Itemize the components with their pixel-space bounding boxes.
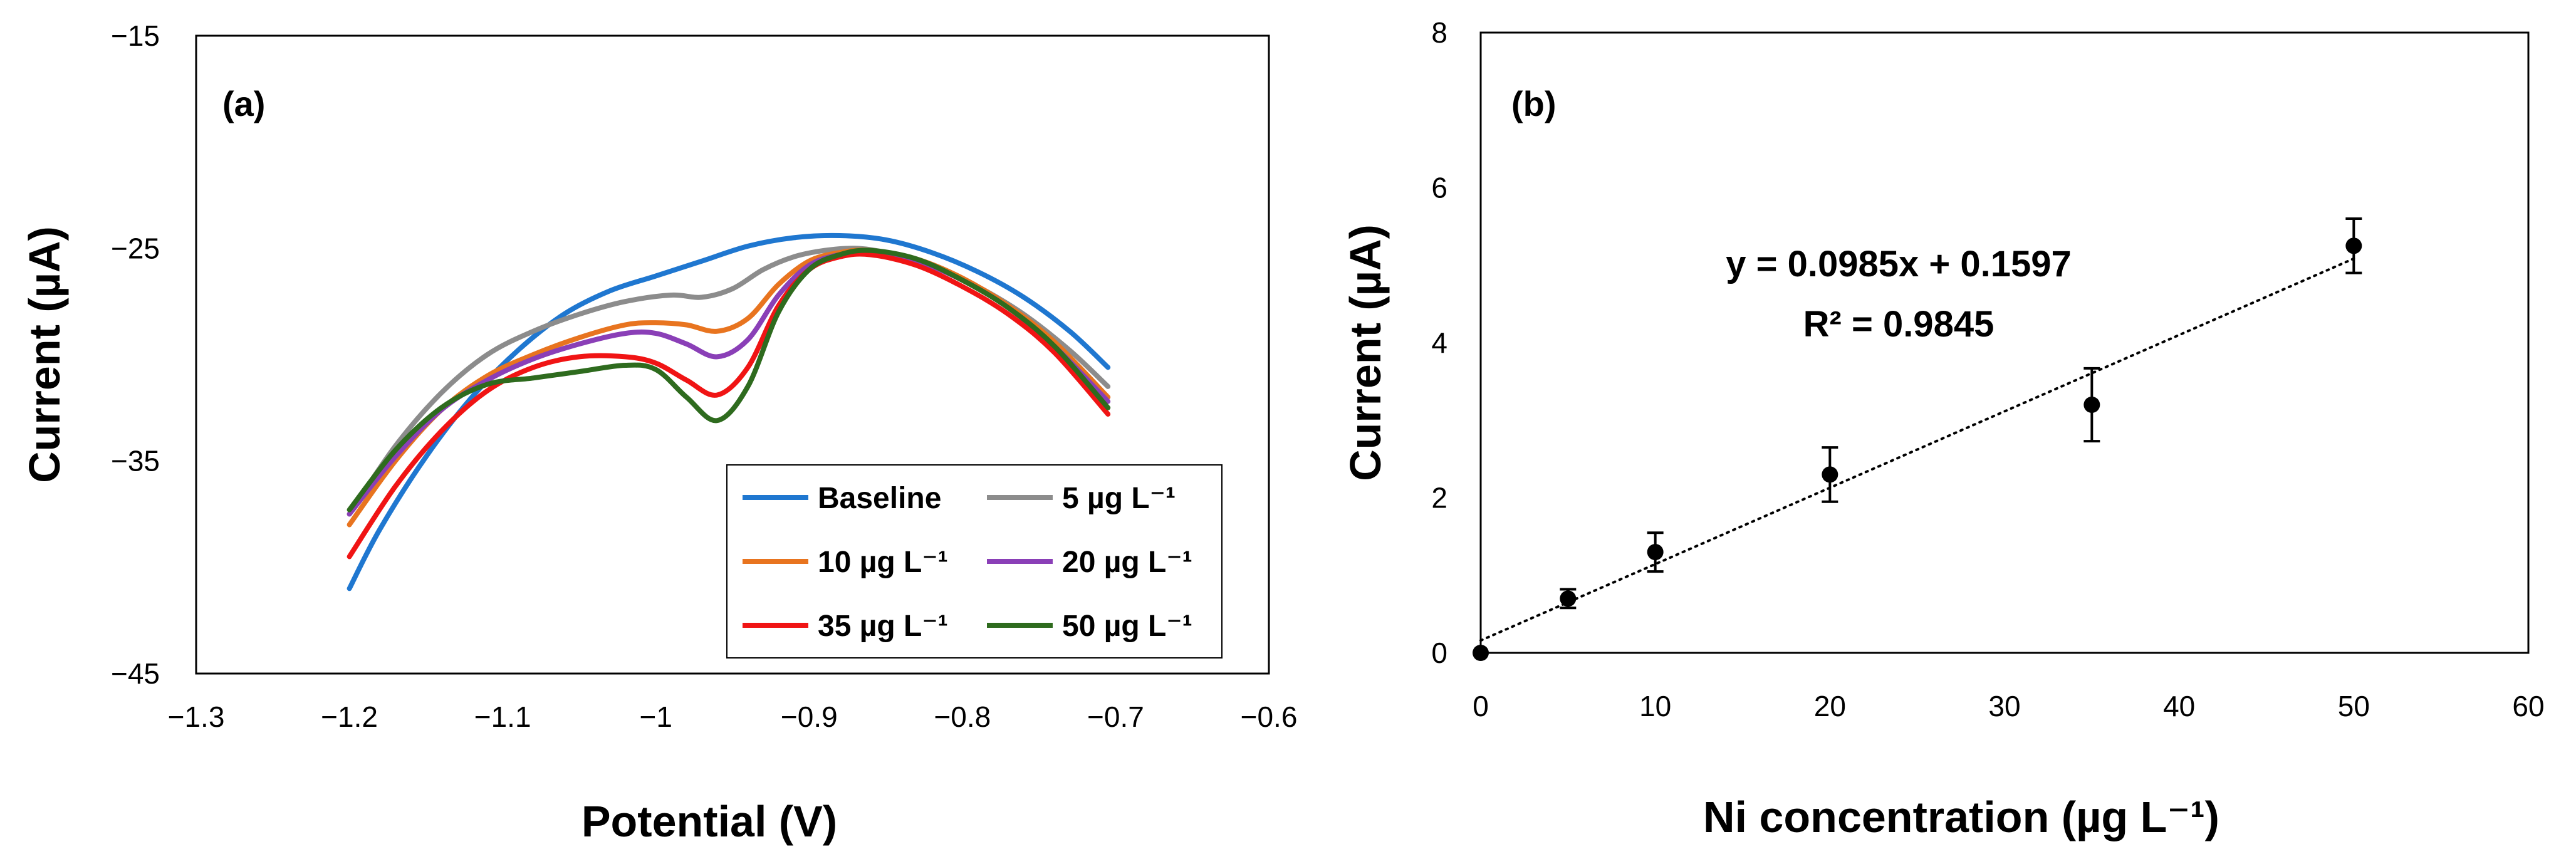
trendline-equation: y = 0.0985x + 0.1597 — [1726, 244, 2072, 284]
panel-b-y-axis-label: Current (µA) — [1341, 224, 1390, 481]
panel-b: (b) 0 10 20 30 40 50 60 0 2 4 6 8 y = 0.0985x + 0.… — [1341, 16, 2545, 841]
b-x-tick-label: 60 — [2512, 690, 2544, 722]
legend-entry-50: 50 µg L⁻¹ — [1062, 610, 1192, 643]
a-y-tick-label: −15 — [111, 19, 160, 52]
a-x-tick-label: −0.8 — [934, 700, 991, 733]
data-point — [2083, 397, 2100, 413]
b-x-tick-label: 50 — [2338, 690, 2370, 722]
a-x-tick-label: −1.3 — [168, 700, 225, 733]
panel-a-y-axis-label: Current (µA) — [20, 226, 69, 483]
legend-entry-5: 5 µg L⁻¹ — [1062, 482, 1176, 515]
panel-b-y-ticks: 0 2 4 6 8 — [1431, 16, 1447, 669]
panel-b-trendline — [1479, 257, 2355, 642]
panel-a-series — [347, 232, 1111, 591]
data-point — [2345, 237, 2362, 254]
b-x-tick-label: 20 — [1814, 690, 1846, 722]
b-y-tick-label: 2 — [1431, 482, 1447, 514]
panel-a-label: (a) — [222, 84, 265, 123]
a-x-tick-label: −0.7 — [1087, 700, 1144, 733]
panel-a-y-ticks: −15 −25 −35 −45 — [111, 19, 160, 690]
panel-a-x-axis-label: Potential (V) — [581, 797, 837, 846]
legend-entry-35: 35 µg L⁻¹ — [818, 610, 948, 643]
b-y-tick-label: 6 — [1431, 172, 1447, 204]
panel-b-data-points — [1473, 217, 2362, 661]
b-x-tick-label: 0 — [1473, 690, 1489, 722]
data-point — [1473, 645, 1489, 661]
b-x-tick-label: 10 — [1639, 690, 1671, 722]
a-y-tick-label: −25 — [111, 232, 160, 264]
legend-entry-baseline: Baseline — [818, 482, 941, 515]
data-point — [1822, 466, 1838, 483]
a-y-tick-label: −45 — [111, 657, 160, 690]
panel-a-x-ticks: −1.3 −1.2 −1.1 −1 −0.9 −0.8 −0.7 −0.6 — [168, 700, 1298, 733]
panel-a-legend: Baseline 5 µg L⁻¹ 10 µg L⁻¹ 20 µg L⁻¹ 35… — [726, 464, 1223, 659]
b-x-tick-label: 30 — [1988, 690, 2020, 722]
panel-b-x-ticks: 0 10 20 30 40 50 60 — [1473, 690, 2544, 722]
data-point — [1647, 544, 1664, 561]
panel-b-x-axis-label: Ni concentration (µg L⁻¹) — [1703, 793, 2219, 841]
b-x-tick-label: 40 — [2163, 690, 2195, 722]
b-y-tick-label: 8 — [1431, 16, 1447, 49]
series-line-c35 — [347, 251, 1111, 560]
trendline — [1479, 257, 2355, 642]
panel-a: (a) −1.3 −1.2 −1.1 −1 −0.9 −0.8 −0.7 −0.6 −15 −2… — [20, 19, 1297, 846]
b-y-tick-label: 4 — [1431, 326, 1447, 359]
legend-entry-20: 20 µg L⁻¹ — [1062, 546, 1192, 579]
data-point — [1560, 590, 1577, 607]
b-y-tick-label: 0 — [1431, 637, 1447, 669]
r-squared-value: R² = 0.9845 — [1803, 304, 1995, 345]
a-x-tick-label: −0.6 — [1241, 700, 1298, 733]
a-x-tick-label: −1 — [639, 700, 672, 733]
a-x-tick-label: −1.1 — [474, 700, 531, 733]
legend-box — [726, 464, 1223, 659]
series-line-c50 — [347, 247, 1111, 513]
a-x-tick-label: −1.2 — [321, 700, 378, 733]
panel-b-plot-area — [1479, 31, 2530, 654]
panel-b-label: (b) — [1511, 84, 1557, 123]
a-y-tick-label: −35 — [111, 445, 160, 477]
a-x-tick-label: −0.9 — [781, 700, 838, 733]
legend-entry-10: 10 µg L⁻¹ — [818, 546, 948, 579]
